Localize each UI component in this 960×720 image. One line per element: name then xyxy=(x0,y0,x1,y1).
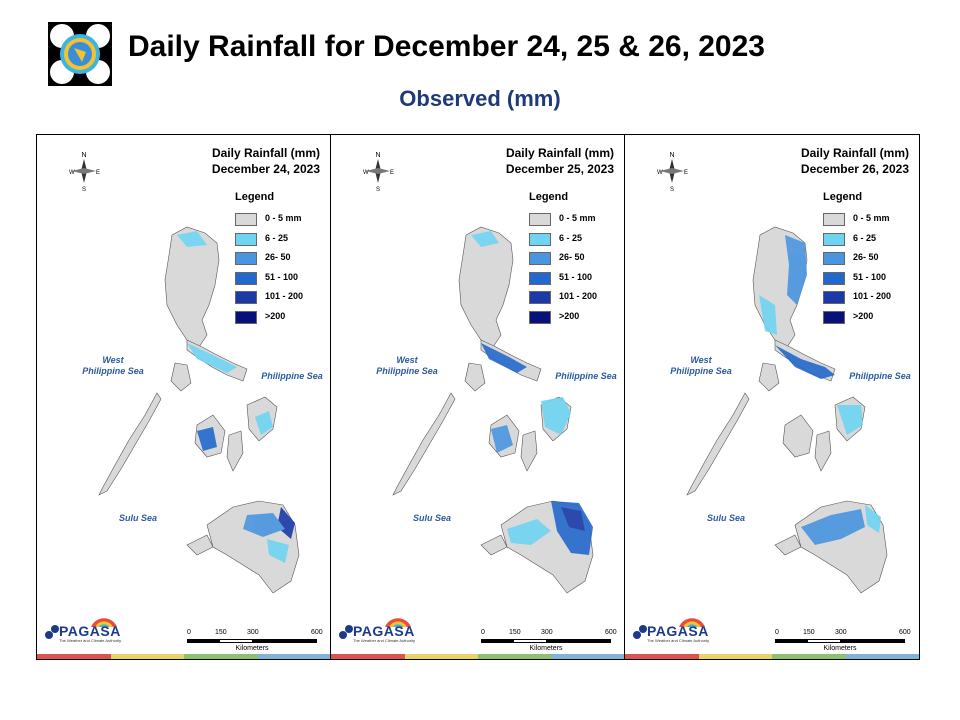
legend-item: 6 - 25 xyxy=(529,233,619,248)
color-strip xyxy=(331,654,624,659)
svg-text:N: N xyxy=(81,152,86,159)
map-panel-dec-25: N W E S Daily Rainfall (mm) December 25,… xyxy=(331,135,625,659)
pagasa-tagline: The Weather and Climate Authority xyxy=(59,638,122,643)
philippine-sea-label: Philippine Sea xyxy=(849,371,911,381)
svg-text:N: N xyxy=(669,152,674,159)
svg-text:S: S xyxy=(376,187,380,193)
pagasa-tagline: The Weather and Climate Authority xyxy=(353,638,416,643)
sulu-sea-label: Sulu Sea xyxy=(412,513,451,523)
scale-bar: 0 150 300 600 Kilometers xyxy=(775,629,911,652)
pagasa-emblem-icon xyxy=(633,618,705,639)
legend-title: Legend xyxy=(235,191,275,203)
svg-text:E: E xyxy=(96,170,100,176)
pagasa-wordmark: PAGASA xyxy=(59,623,121,639)
svg-text:E: E xyxy=(684,170,688,176)
panel-date: December 26, 2023 xyxy=(800,162,909,176)
legend-item: 51 - 100 xyxy=(235,272,325,287)
panel-date: December 24, 2023 xyxy=(211,162,320,176)
legend-item: >200 xyxy=(235,311,325,326)
panel-header: Daily Rainfall (mm) December 26, 2023 xyxy=(801,145,909,177)
philippines-map xyxy=(392,226,594,594)
north-arrow-compass-icon: N W E S xyxy=(657,152,688,193)
philippine-sea-label: Philippine Sea xyxy=(555,371,617,381)
panel-header-title: Daily Rainfall (mm) xyxy=(505,146,614,160)
map-panel-dec-24: N W E S Daily Rainfall (mm) December 24,… xyxy=(37,135,331,659)
pagasa-logo: PAGASA The Weather and Climate Authority xyxy=(629,609,709,649)
pagasa-logo: PAGASA The Weather and Climate Authority xyxy=(41,609,121,649)
philippines-map xyxy=(686,226,888,594)
philippines-map xyxy=(98,226,300,594)
scale-bar: 0 150 300 600 Kilometers xyxy=(187,629,323,652)
philippine-sea-label: Philippine Sea xyxy=(261,371,323,381)
legend-item: 6 - 25 xyxy=(235,233,325,248)
sulu-sea-label: Sulu Sea xyxy=(706,513,745,523)
panel-header-title: Daily Rainfall (mm) xyxy=(800,146,909,160)
legend-item: 51 - 100 xyxy=(529,272,619,287)
map-panel-dec-26: N W E S Daily Rainfall (mm) December 26,… xyxy=(625,135,919,659)
pagasa-wordmark: PAGASA xyxy=(647,623,709,639)
svg-text:W: W xyxy=(69,170,75,176)
legend-item: 26- 50 xyxy=(235,252,325,267)
legend-item: 101 - 200 xyxy=(823,291,913,306)
legend-title: Legend xyxy=(823,191,863,203)
pagasa-tagline: The Weather and Climate Authority xyxy=(647,638,710,643)
svg-text:S: S xyxy=(82,187,86,193)
pagasa-logo: PAGASA The Weather and Climate Authority xyxy=(335,609,415,649)
color-strip xyxy=(37,654,330,659)
legend-item: >200 xyxy=(529,311,619,326)
panel-date: December 25, 2023 xyxy=(505,162,614,176)
pagasa-emblem-icon xyxy=(45,618,117,639)
legend-item: 101 - 200 xyxy=(529,291,619,306)
west-philippine-sea-label: West Philippine Sea xyxy=(670,355,732,376)
legend-item: 51 - 100 xyxy=(823,272,913,287)
legend-item: 0 - 5 mm xyxy=(823,213,913,228)
svg-text:E: E xyxy=(390,170,394,176)
legend-item: >200 xyxy=(823,311,913,326)
north-arrow-compass-icon: N W E S xyxy=(363,152,394,193)
legend-title: Legend xyxy=(529,191,569,203)
legend-item: 6 - 25 xyxy=(823,233,913,248)
svg-text:W: W xyxy=(657,170,663,176)
legend-item: 0 - 5 mm xyxy=(235,213,325,228)
pagasa-emblem-icon xyxy=(339,618,411,639)
west-philippine-sea-label: West Philippine Sea xyxy=(376,355,438,376)
color-strip xyxy=(625,654,919,659)
legend-item: 26- 50 xyxy=(823,252,913,267)
svg-text:W: W xyxy=(363,170,369,176)
scale-bar: 0 150 300 600 Kilometers xyxy=(481,629,617,652)
legend-item: 0 - 5 mm xyxy=(529,213,619,228)
north-arrow-compass-icon: N W E S xyxy=(69,152,100,193)
panel-header-title: Daily Rainfall (mm) xyxy=(211,146,320,160)
svg-text:S: S xyxy=(670,187,674,193)
sulu-sea-label: Sulu Sea xyxy=(118,513,157,523)
panel-header: Daily Rainfall (mm) December 25, 2023 xyxy=(506,145,614,177)
page-subtitle: Observed (mm) xyxy=(399,86,561,111)
map-panels: N W E S Daily Rainfall (mm) December 24,… xyxy=(36,134,920,660)
svg-text:N: N xyxy=(375,152,380,159)
panel-header: Daily Rainfall (mm) December 24, 2023 xyxy=(212,145,320,177)
west-philippine-sea-label: West Philippine Sea xyxy=(82,355,144,376)
pagasa-wordmark: PAGASA xyxy=(353,623,415,639)
page-title: Daily Rainfall for December 24, 25 & 26,… xyxy=(128,30,765,63)
legend-item: 101 - 200 xyxy=(235,291,325,306)
legend-item: 26- 50 xyxy=(529,252,619,267)
pagasa-seal-icon xyxy=(48,22,112,86)
